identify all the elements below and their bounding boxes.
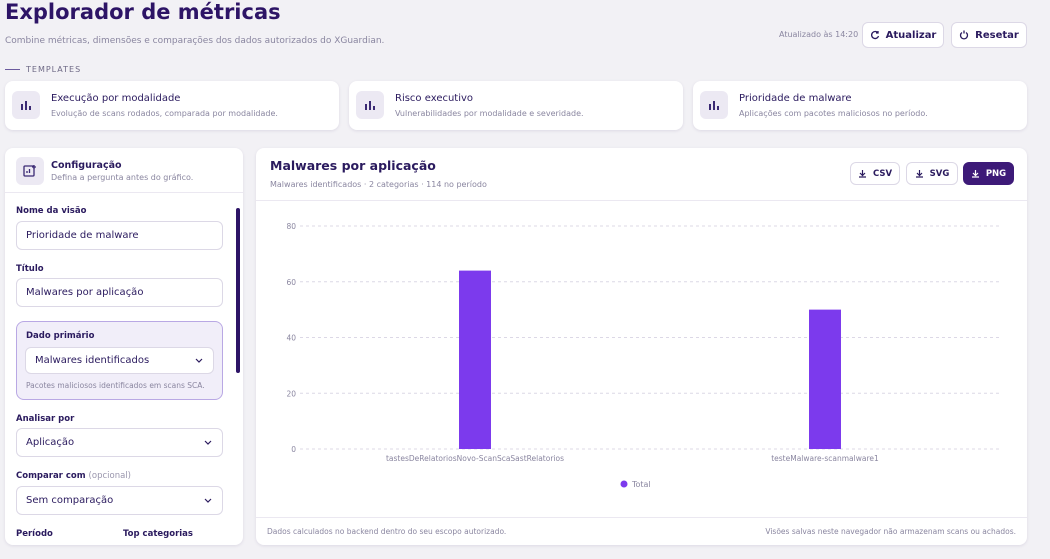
input-value: Prioridade de malware [26,230,139,241]
template-desc: Vulnerabilidades por modalidade e severi… [395,109,584,118]
export-png[interactable]: PNG [963,162,1014,185]
reset-button[interactable]: Resetar [951,22,1027,48]
divider [5,192,243,193]
download-icon [971,170,979,178]
title-input[interactable]: Malwares por aplicação [16,278,223,307]
field-label: Nome da visão [16,206,87,216]
primary-select[interactable]: Malwares identificados [25,347,214,374]
template-icon [700,91,728,119]
export-svg[interactable]: SVG [906,162,958,185]
field-label: Comparar com (opcional) [16,471,131,481]
template-card[interactable]: Prioridade de malware Aplicações com pac… [693,81,1027,130]
chart-title: Malwares por aplicação [270,158,436,173]
divider [256,517,1027,518]
y-tick-label: 80 [286,222,296,231]
select-value: Sem comparação [26,495,114,506]
select-value: Malwares identificados [35,355,150,366]
template-title: Prioridade de malware [739,93,852,104]
updated-at: Atualizado às 14:20 [779,30,859,39]
template-card[interactable]: Execução por modalidade Evolução de scan… [5,81,339,130]
chevron [204,440,212,445]
x-tick-label: testeMalware-scanmalware1 [771,454,879,463]
divider [5,69,20,70]
x-tick-label: tastesDeRelatoriosNovo-ScanScaSastRelato… [386,454,564,463]
reset-icon [960,30,969,40]
view-name-input[interactable]: Prioridade de malware [16,221,223,250]
page-subtitle: Combine métricas, dimensões e comparaçõe… [5,36,385,46]
template-icon [356,91,384,119]
y-tick-label: 20 [286,389,296,398]
divider [256,200,1027,201]
button-label: CSV [872,168,893,179]
footer-note: Visões salvas neste navegador não armaze… [765,527,1016,536]
field-label: Período [16,529,53,539]
label-text: Comparar com [16,471,86,481]
config-panel: Configuração Defina a pergunta antes do … [5,148,243,545]
template-desc: Aplicações com pacotes maliciosos no per… [739,109,928,118]
export-csv[interactable]: CSV [850,162,900,185]
scrollbar[interactable] [236,208,240,373]
legend-swatch [620,480,628,488]
optional-tag: (opcional) [88,471,131,481]
download-icon [858,170,866,178]
refresh-button[interactable]: Atualizar [862,22,944,48]
button-label: Resetar [975,29,1019,41]
chart: 0 20 40 60 80 tastesDeRelatoriosNovo-ScanScaS… [286,222,1000,489]
refresh-icon [870,30,879,40]
chevron [204,498,212,503]
field-label: Dado primário [26,331,95,341]
chart-subtitle: Malwares identificados · 2 categorias · … [270,180,487,189]
template-icon [12,91,40,119]
y-tick-label: 40 [286,334,296,343]
input-value: Malwares por aplicação [26,287,144,298]
config-icon [16,157,44,185]
download-icon [915,170,923,178]
bar [459,270,491,449]
template-desc: Evolução de scans rodados, comparada por… [51,109,278,118]
button-label: PNG [985,168,1007,179]
button-label: Atualizar [885,29,937,41]
bar [809,309,841,449]
template-title: Execução por modalidade [51,93,181,104]
page-title: Explorador de métricas [5,0,281,24]
button-label: SVG [929,168,950,179]
template-title: Risco executivo [395,93,474,104]
config-title: Configuração [51,160,122,171]
field-label: Analisar por [16,414,75,424]
template-card[interactable]: Risco executivo Vulnerabilidades por mod… [349,81,683,130]
primary-box: Dado primário Malwares identificados Pac… [16,321,223,400]
legend-label: Total [631,480,651,489]
chart-panel: Malwares por aplicação Malwares identifi… [256,148,1027,545]
analyze-select[interactable]: Aplicação [16,428,223,457]
chevron [195,358,203,363]
y-tick-label: 60 [286,278,296,287]
config-subtitle: Defina a pergunta antes do gráfico. [51,173,194,182]
footer-note: Dados calculados no backend dentro do se… [267,527,507,536]
templates-label: TEMPLATES [26,65,82,74]
field-hint: Pacotes maliciosos identificados em scan… [26,381,205,390]
y-tick-label: 0 [291,445,296,454]
compare-select[interactable]: Sem comparação [16,486,223,515]
field-label: Título [16,264,44,274]
field-label: Top categorias [123,529,193,539]
select-value: Aplicação [26,437,75,448]
